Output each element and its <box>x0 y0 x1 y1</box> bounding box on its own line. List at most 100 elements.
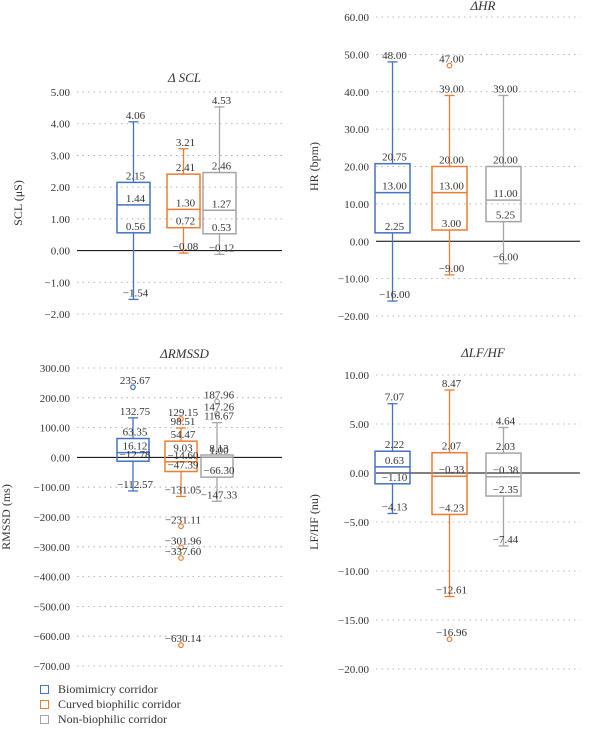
data-label: 48.00 <box>382 50 407 62</box>
data-label: −630.14 <box>165 633 202 645</box>
legend: Biomimicry corridor Curved biophilic cor… <box>40 682 181 727</box>
y-tick-label: 3.00 <box>51 150 71 162</box>
outlier-point <box>446 62 453 69</box>
legend-swatch-biomimicry <box>40 685 49 694</box>
data-label: 7.07 <box>385 392 405 404</box>
data-label: −7.44 <box>493 534 519 546</box>
data-label: 13.00 <box>382 181 407 193</box>
data-label: 16.12 <box>123 441 148 453</box>
legend-item-curved: Curved biophilic corridor <box>40 697 181 712</box>
box-biomimicry: 235.67 132.75 63.35 16.12−12.78 −112.57 <box>116 375 154 492</box>
data-label: −131.05 <box>165 484 202 496</box>
box-iqr <box>200 454 234 478</box>
box-non-biophilic: 39.00 20.00 11.00 5.25 −6.00 <box>485 83 522 265</box>
data-label: −0.33 <box>439 464 465 476</box>
data-label: 0.53 <box>212 222 232 234</box>
chart-title: ΔHR <box>470 0 496 13</box>
data-label: −0.12 <box>209 242 234 254</box>
data-label: 54.47 <box>171 429 196 441</box>
legend-item-biomimicry: Biomimicry corridor <box>40 682 181 697</box>
data-label: −0.08 <box>173 241 199 253</box>
box-non-biophilic: 4.53 2.46 1.27 0.53 −0.12 <box>202 95 237 256</box>
data-label: −301.96 <box>165 535 202 547</box>
chart-hr: ΔHR HR (bpm) −20.00 −10.00 0.00 10.00 20.00 30.… <box>307 0 580 323</box>
data-label: 39.00 <box>439 83 464 95</box>
y-axis-label: RMSSD (ms) <box>0 484 13 550</box>
data-label: 1.00 <box>209 445 229 457</box>
data-label: 5.25 <box>496 210 516 222</box>
y-tick-label: 2.00 <box>51 182 71 194</box>
y-tick-label: 300.00 <box>40 363 71 375</box>
y-tick-label: −1.00 <box>45 277 71 289</box>
y-tick-label: 0.00 <box>350 236 370 248</box>
box-biomimicry: 48.00 20.75 13.00 2.25 −16.00 <box>374 50 411 302</box>
y-tick-label: 50.00 <box>344 49 369 61</box>
data-label: −231.11 <box>165 514 201 526</box>
data-label: −147.33 <box>201 489 238 501</box>
y-tick-label: 20.00 <box>344 162 369 174</box>
chart-title: ΔLF/HF <box>460 345 506 360</box>
box-iqr <box>431 165 468 231</box>
data-label: −14.60 <box>168 450 199 462</box>
box-iqr <box>485 452 522 497</box>
data-label: −1.10 <box>382 472 408 484</box>
data-label: −12.61 <box>436 585 467 597</box>
box-iqr <box>116 181 151 234</box>
data-label: 47.00 <box>439 54 464 66</box>
data-label: −337.60 <box>165 546 202 558</box>
y-tick-label: −400.00 <box>34 572 71 584</box>
y-tick-label: −600.00 <box>34 631 71 643</box>
box-curved: 8.47 2.07 −0.33 −4.23 −12.61 −16.96 <box>431 378 468 643</box>
data-label: −4.23 <box>439 502 465 514</box>
data-label: −16.96 <box>436 627 467 639</box>
data-label: −112.57 <box>117 479 154 491</box>
data-label: −1.54 <box>123 287 149 299</box>
data-label: 39.00 <box>493 83 518 95</box>
outlier-point <box>130 384 136 391</box>
outlier-point <box>214 410 220 417</box>
box-biomimicry: 7.07 2.22 0.63 −1.10 −4.13 <box>374 392 411 515</box>
y-tick-label: −20.00 <box>338 311 369 323</box>
data-label: 98.51 <box>171 416 196 428</box>
data-label: 11.00 <box>493 188 518 200</box>
data-label: 187.96 <box>204 389 235 401</box>
y-tick-label: −20.00 <box>338 664 369 676</box>
data-label: 2.07 <box>442 441 462 453</box>
y-tick-label: 100.00 <box>40 423 71 435</box>
y-tick-label: −100.00 <box>34 482 71 494</box>
outlier-point <box>178 416 184 422</box>
box-biomimicry: 4.06 2.15 1.44 0.56 −1.54 <box>116 110 151 301</box>
box-iqr <box>166 173 201 229</box>
y-tick-label: 10.00 <box>344 370 369 382</box>
data-label: 8.47 <box>442 378 462 390</box>
outlier-point <box>446 636 453 643</box>
y-tick-label: 30.00 <box>344 124 369 136</box>
y-tick-label: 5.00 <box>350 419 370 431</box>
data-label: 20.00 <box>493 155 518 167</box>
data-label: 132.75 <box>120 406 151 418</box>
y-tick-label: 4.00 <box>51 119 71 131</box>
data-label: 1.27 <box>212 198 232 210</box>
box-iqr <box>431 451 468 516</box>
y-tick-label: −10.00 <box>338 274 369 286</box>
data-label: 2.03 <box>496 441 516 453</box>
y-tick-label: −300.00 <box>34 542 71 554</box>
outlier-point <box>214 398 220 405</box>
box-non-biophilic: 4.64 2.03 −0.38 −2.35 −7.44 <box>485 416 522 547</box>
box-iqr <box>116 437 150 462</box>
data-label: 3.00 <box>442 218 462 230</box>
data-label: 0.63 <box>385 455 405 467</box>
y-tick-label: −10.00 <box>338 566 369 578</box>
data-label: 1.44 <box>126 193 146 205</box>
data-label: −66.30 <box>204 465 235 477</box>
data-label: 13.00 <box>439 181 464 193</box>
legend-swatch-curved <box>40 700 49 709</box>
data-label: −16.00 <box>379 289 410 301</box>
y-tick-label: 0.00 <box>350 468 370 480</box>
y-tick-label: 0.00 <box>51 452 71 464</box>
data-label: 4.06 <box>126 110 146 122</box>
outlier-point <box>178 642 184 649</box>
data-label: 0.56 <box>126 221 146 233</box>
outlier-point <box>178 544 184 551</box>
